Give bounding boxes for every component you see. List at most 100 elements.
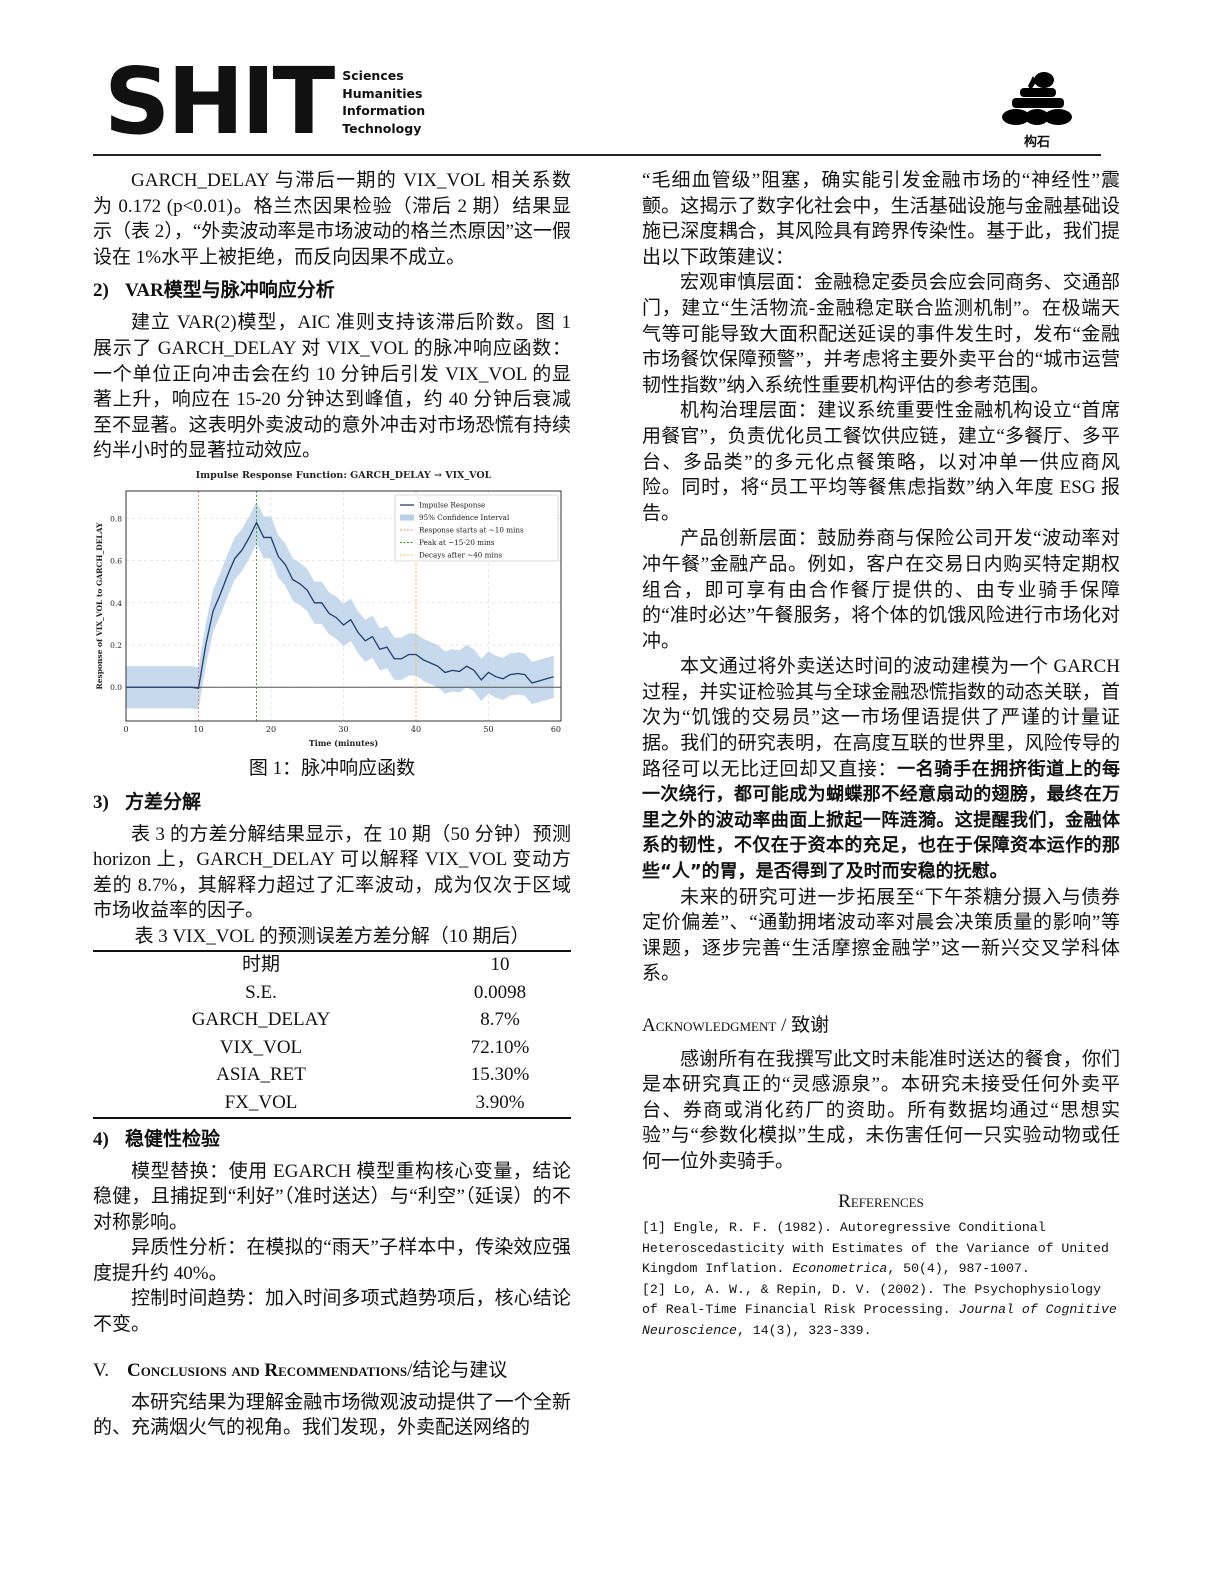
emphasized-text: 一名骑手在拥挤街道上的每一次绕行，都可能成为蝴蝶那不经意扇动的翅膀，最终在万里之… xyxy=(642,758,1120,883)
paragraph: 控制时间趋势：加入时间多项式趋势项后，核心结论不变。 xyxy=(93,1288,571,1336)
table-cell-value: 0.0098 xyxy=(473,981,527,1003)
table-row: 时期 10 xyxy=(93,951,571,980)
y-axis-label: Response of VIX_VOL to GARCH_DELAY xyxy=(95,522,104,690)
table-cell-value: 15.30% xyxy=(470,1064,530,1086)
paragraph: 本文通过将外卖送达时间的波动建模为一个 GARCH 过程，并实证检验其与全球金融… xyxy=(642,654,1120,884)
y-tick-label: 0.6 xyxy=(110,557,122,566)
section-title: 方差分解 xyxy=(125,791,202,813)
section-title: Conclusions and Recommendations xyxy=(127,1359,408,1381)
x-tick-label: 30 xyxy=(338,725,348,734)
legend-box xyxy=(394,494,559,562)
references-list: [1] Engle, R. F. (1982). Autoregressive … xyxy=(642,1218,1120,1341)
chart-title: Impulse Response Function: GARCH_DELAY →… xyxy=(196,470,492,481)
left-column: GARCH_DELAY 与滞后一期的 VIX_VOL 相关系数为 0.172 (… xyxy=(93,168,571,1441)
variance-decomposition-table: 时期 10 S.E. 0.0098 GARCH_DELAY 8.7% VIX_VOL 72.1… xyxy=(93,949,571,1119)
x-tick-label: 20 xyxy=(266,725,276,734)
table-row: FX_VOL 3.90% xyxy=(93,1089,571,1118)
paragraph: 表 3 的方差分解结果显示，在 10 期（50 分钟）预测 horizon 上，… xyxy=(93,823,571,922)
paragraph: 感谢所有在我撰写此文时未能准时送达的餐食，你们是本研究真正的“灵感源泉”。本研究… xyxy=(642,1048,1120,1172)
impulse-response-chart: Impulse Response Function: GARCH_DELAY →… xyxy=(93,466,571,754)
y-tick-label: 0.8 xyxy=(110,514,122,523)
section-title: VAR模型与脉冲响应分析 xyxy=(125,280,335,302)
y-tick-label: 0.0 xyxy=(110,683,122,692)
paragraph: GARCH_DELAY 与滞后一期的 VIX_VOL 相关系数为 0.172 (… xyxy=(93,170,571,268)
table-cell-label: VIX_VOL xyxy=(219,1036,303,1058)
legend-label: Decays after ~40 mins xyxy=(419,550,502,559)
stone-pile-icon xyxy=(1002,72,1072,125)
reference-journal: Econometrica xyxy=(792,1261,888,1277)
figure-caption: 图 1：脉冲响应函数 xyxy=(248,757,416,779)
logo-sub-line: Humanities xyxy=(342,85,423,101)
logo-sub-line: Information xyxy=(342,103,426,118)
table-cell-value: 72.10% xyxy=(470,1036,530,1058)
reference-text: , 14(3), 323-339. xyxy=(736,1322,872,1338)
logo-sub-line: Technology xyxy=(342,120,422,136)
reference-text: [1] Engle, R. F. (1982). Autoregressive … xyxy=(642,1220,1109,1277)
paragraph: 建立 VAR(2)模型，AIC 准则支持该滞后阶数。图 1 展示了 GARCH_… xyxy=(93,312,571,462)
paragraph: 产品创新层面：鼓励券商与保险公司开发“波动率对冲午餐”金融产品。例如，客户在交易… xyxy=(642,528,1120,652)
paragraph: 宏观审慎层面：金融稳定委员会应会同商务、交通部门，建立“生活物流-金融稳定联合监… xyxy=(642,272,1120,396)
paragraph: “毛细血管级”阻塞，确实能引发金融市场的“神经性”震颤。这揭示了数字化社会中，生… xyxy=(642,170,1120,268)
table-cell-label: 时期 xyxy=(242,954,281,976)
plot-frame xyxy=(125,490,562,722)
table-row: GARCH_DELAY 8.7% xyxy=(93,1007,571,1035)
x-tick-label: 0 xyxy=(123,725,128,734)
table-row: S.E. 0.0098 xyxy=(93,979,571,1007)
paragraph: 本研究结果为理解金融市场微观波动提供了一个全新的、充满烟火气的视角。我们发现，外… xyxy=(93,1391,571,1439)
section-heading: V. Conclusions and Recommendations/结论与建议 xyxy=(93,1358,571,1384)
table-row: ASIA_RET 15.30% xyxy=(93,1062,571,1090)
table-cell-label: GARCH_DELAY xyxy=(191,1009,331,1031)
emblem-logo: 构石 xyxy=(1000,70,1074,150)
acknowledgment-heading: Acknowledgment / 致谢 xyxy=(642,1015,830,1036)
table-cell-value: 3.90% xyxy=(475,1091,525,1113)
right-column: “毛细血管级”阻塞，确实能引发金融市场的“神经性”震颤。这揭示了数字化社会中，生… xyxy=(642,168,1120,1341)
x-axis-label: Time (minutes) xyxy=(309,738,379,748)
section-heading: 2) VAR模型与脉冲响应分析 xyxy=(93,278,571,304)
table-cell-value: 8.7% xyxy=(480,1009,520,1031)
table-row: VIX_VOL 72.10% xyxy=(93,1034,571,1062)
x-tick-label: 60 xyxy=(551,725,561,734)
section-title: 稳健性检验 xyxy=(125,1128,221,1150)
table-cell-label: FX_VOL xyxy=(224,1091,298,1113)
paragraph-text: 本文通过将外卖送达时间的波动建模为一个 GARCH 过程，并实证检验其与全球金融… xyxy=(642,656,1120,780)
section-number: V. xyxy=(93,1359,110,1381)
paragraph: 未来的研究可进一步拓展至“下午茶糖分摄入与债券定价偏差”、“通勤拥堵波动率对晨会… xyxy=(642,886,1120,985)
logo-subtitle: Sciences Humanities Information Technolo… xyxy=(342,67,425,137)
reference-journal: Journal of Cognitive Neuroscience xyxy=(642,1302,1117,1338)
impulse-response-line xyxy=(126,521,554,689)
logo-sub-line: Sciences xyxy=(342,68,404,83)
reference-item: [2] Lo, A. W., & Repin, D. V. (2002). Th… xyxy=(642,1280,1120,1342)
confidence-band xyxy=(126,501,554,710)
section-title-cn: /结论与建议 xyxy=(407,1359,508,1381)
table-cell-label: ASIA_RET xyxy=(216,1064,306,1086)
reference-item: [1] Engle, R. F. (1982). Autoregressive … xyxy=(642,1218,1120,1280)
paragraph: 模型替换：使用 EGARCH 模型重构核心变量，结论稳健，且捕捉到“利好”（准时… xyxy=(93,1160,571,1233)
section-number: 3) xyxy=(93,791,109,813)
x-tick-label: 10 xyxy=(193,725,203,734)
references-heading: References xyxy=(838,1190,924,1212)
x-tick-label: 40 xyxy=(411,725,421,734)
y-tick-label: 0.4 xyxy=(110,599,122,608)
reference-text: , 50(4), 987-1007. xyxy=(887,1261,1030,1277)
section-heading: 3) 方差分解 xyxy=(93,790,571,816)
paragraph: 异质性分析：在模拟的“雨天”子样本中，传染效应强度提升约 40%。 xyxy=(93,1237,571,1284)
section-number: 2) xyxy=(93,280,109,302)
reference-text: [2] Lo, A. W., & Repin, D. V. (2002). Th… xyxy=(642,1281,1101,1318)
y-tick-label: 0.2 xyxy=(110,641,122,650)
table-caption: 表 3 VIX_VOL 的预测误差方差分解（10 期后） xyxy=(134,925,530,947)
x-tick-label: 50 xyxy=(483,725,493,734)
table-cell-value: 10 xyxy=(490,954,510,976)
legend-label: 95% Confidence Interval xyxy=(419,513,510,522)
chart-svg: Impulse Response Function: GARCH_DELAY →… xyxy=(95,470,562,748)
header-rule xyxy=(93,154,1101,156)
section-heading: 4) 稳健性检验 xyxy=(93,1127,571,1153)
legend-label: Impulse Response xyxy=(419,500,485,509)
legend-label: Peak at ~15-20 mins xyxy=(419,538,495,547)
logo-wordmark: SHIT xyxy=(104,48,335,155)
section-number: 4) xyxy=(93,1128,109,1150)
legend-label: Response starts at ~10 mins xyxy=(419,525,524,534)
paragraph: 机构治理层面：建议系统重要性金融机构设立“首席用餐官”，负责优化员工餐饮供应链，… xyxy=(642,400,1120,524)
emblem-label: 构石 xyxy=(1023,135,1050,150)
table-cell-label: S.E. xyxy=(245,981,277,1003)
logo: SHIT Sciences Humanities Information Tec… xyxy=(104,52,425,152)
